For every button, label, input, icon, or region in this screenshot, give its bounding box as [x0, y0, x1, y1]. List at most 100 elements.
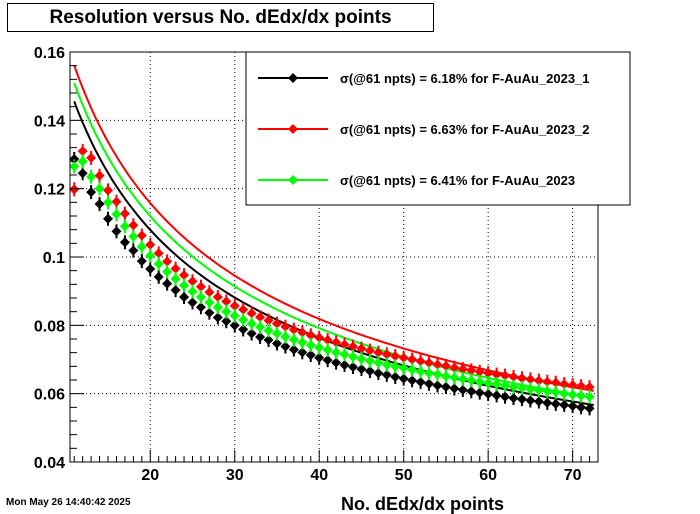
point-marker — [212, 291, 223, 302]
point-marker — [424, 378, 435, 389]
point-marker — [314, 332, 325, 343]
point-marker — [69, 184, 80, 195]
data-point — [271, 326, 282, 341]
data-point — [86, 150, 97, 165]
y-tick-label: 0.14 — [34, 113, 65, 130]
point-marker — [280, 341, 291, 352]
point-marker — [221, 306, 232, 317]
data-point — [424, 366, 435, 381]
point-marker — [212, 312, 223, 323]
data-point — [483, 376, 494, 391]
point-marker — [381, 349, 392, 360]
point-marker — [111, 196, 122, 207]
point-marker — [94, 170, 105, 181]
legend-label: σ(@61 npts) = 6.63% for F-AuAu_2023_2 — [340, 122, 590, 137]
point-marker — [474, 387, 485, 398]
point-marker — [491, 390, 502, 401]
point-marker — [119, 237, 130, 248]
data-point — [280, 329, 291, 344]
point-marker — [179, 280, 190, 291]
point-marker — [305, 340, 316, 351]
point-marker — [204, 297, 215, 308]
data-point — [86, 185, 97, 200]
point-marker — [364, 355, 375, 366]
point-marker — [170, 273, 181, 284]
point-marker — [229, 300, 240, 311]
point-marker — [508, 371, 519, 382]
data-point — [508, 379, 519, 394]
point-marker — [466, 365, 477, 376]
point-marker — [314, 342, 325, 353]
point-marker — [491, 379, 502, 390]
point-marker — [297, 337, 308, 348]
x-tick-label: 70 — [564, 467, 582, 484]
data-point — [263, 323, 274, 338]
data-point — [466, 373, 477, 388]
point-marker — [322, 355, 333, 366]
point-marker — [339, 349, 350, 360]
x-tick-label: 60 — [479, 467, 497, 484]
point-marker — [584, 391, 595, 402]
data-point — [373, 355, 384, 370]
data-point — [94, 181, 105, 196]
point-marker — [221, 296, 232, 307]
point-marker — [373, 347, 384, 358]
point-marker — [466, 375, 477, 386]
point-marker — [466, 386, 477, 397]
data-point — [491, 377, 502, 392]
data-point — [542, 384, 553, 399]
point-marker — [111, 209, 122, 220]
point-marker — [229, 320, 240, 331]
point-marker — [483, 389, 494, 400]
data-point — [567, 387, 578, 402]
point-marker — [576, 402, 587, 413]
point-marker — [195, 281, 206, 292]
data-point — [136, 254, 147, 269]
point-marker — [567, 389, 578, 400]
data-point — [153, 269, 164, 284]
point-marker — [516, 373, 527, 384]
x-tick-label: 30 — [226, 467, 244, 484]
point-marker — [255, 322, 266, 333]
data-point — [288, 332, 299, 347]
data-point — [314, 340, 325, 355]
point-marker — [305, 330, 316, 341]
y-tick-label: 0.04 — [34, 455, 65, 472]
point-marker — [263, 315, 274, 326]
point-marker — [322, 335, 333, 346]
legend-marker — [288, 124, 298, 134]
data-point — [550, 385, 561, 400]
point-marker — [103, 197, 114, 208]
y-tick-label: 0.1 — [43, 250, 65, 267]
point-marker — [449, 383, 460, 394]
point-marker — [415, 366, 426, 377]
point-marker — [280, 331, 291, 342]
data-point — [221, 304, 232, 319]
point-marker — [457, 364, 468, 375]
data-point — [559, 386, 570, 401]
point-marker — [297, 347, 308, 358]
y-tick-label: 0.06 — [34, 387, 65, 404]
data-point — [584, 389, 595, 404]
data-point — [348, 349, 359, 364]
point-marker — [94, 183, 105, 194]
point-marker — [559, 399, 570, 410]
data-point — [364, 353, 375, 368]
data-point — [111, 194, 122, 209]
data-point — [136, 239, 147, 254]
data-point — [415, 364, 426, 379]
point-marker — [162, 278, 173, 289]
data-point — [162, 276, 173, 291]
point-marker — [432, 359, 443, 370]
point-marker — [331, 357, 342, 368]
point-marker — [128, 231, 139, 242]
data-point — [170, 271, 181, 286]
data-point — [145, 261, 156, 276]
point-marker — [305, 350, 316, 361]
point-marker — [508, 393, 519, 404]
point-marker — [483, 378, 494, 389]
point-marker — [440, 360, 451, 371]
point-marker — [542, 386, 553, 397]
point-marker — [356, 353, 367, 364]
